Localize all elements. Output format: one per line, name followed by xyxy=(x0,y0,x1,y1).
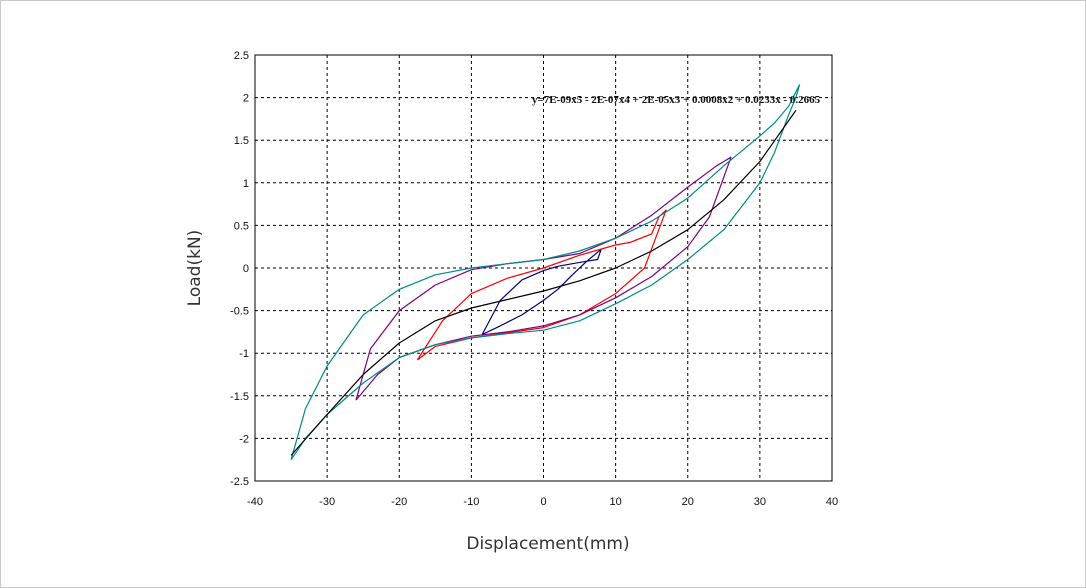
x-tick-label: 20 xyxy=(682,496,694,508)
hysteresis-loop-4 xyxy=(290,84,801,461)
x-tick-label: -10 xyxy=(463,496,479,508)
y-tick-label: -0.5 xyxy=(230,306,249,318)
y-tick-label: -1.5 xyxy=(230,391,249,403)
x-tick-label: -20 xyxy=(391,496,407,508)
y-tick-label: -2 xyxy=(239,433,249,445)
y-tick-label: 2 xyxy=(243,93,249,105)
y-tick-label: 1 xyxy=(243,178,249,190)
x-tick-label: -30 xyxy=(319,496,335,508)
y-tick-label: 0.5 xyxy=(234,220,249,232)
tick-labels: -40 -30 -20 -10 0 10 20 30 40 2.5 2 1.5 1 0.5 0 -0.5 -1 -… xyxy=(230,50,838,508)
y-tick-label: -1 xyxy=(239,348,249,360)
x-tick-label: -40 xyxy=(247,496,263,508)
x-axis-title: Displacement(mm) xyxy=(466,534,629,554)
equation-annotation: y=7E-09x5 - 2E-07x4 + 2E-05x3 + 0.0008x2… xyxy=(532,94,821,106)
y-tick-label: 1.5 xyxy=(234,135,249,147)
x-tick-label: 30 xyxy=(754,496,766,508)
data-curves xyxy=(290,84,801,461)
y-tick-label: 2.5 xyxy=(234,50,249,62)
x-tick-label: 10 xyxy=(610,496,622,508)
y-axis-title: Load(kN) xyxy=(185,230,205,307)
hysteresis-loop-3 xyxy=(355,156,732,401)
x-tick-label: 0 xyxy=(540,496,546,508)
y-tick-label: -2.5 xyxy=(230,476,249,488)
hysteresis-loop-1 xyxy=(481,248,602,336)
fit-curve xyxy=(290,110,797,456)
x-tick-label: 40 xyxy=(826,496,838,508)
y-tick-label: 0 xyxy=(243,263,249,275)
